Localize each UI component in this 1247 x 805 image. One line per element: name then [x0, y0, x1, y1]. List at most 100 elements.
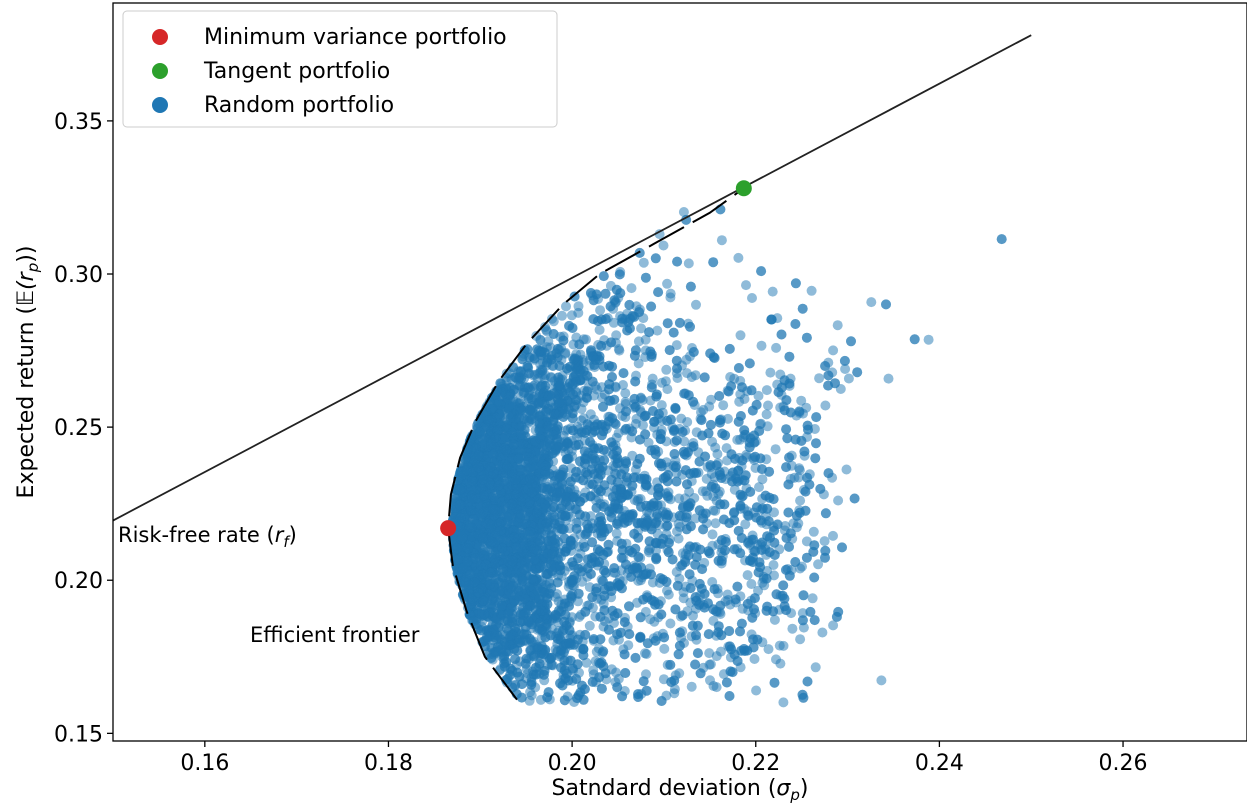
random-portfolio-point [672, 256, 683, 267]
random-portfolio-point [828, 345, 839, 356]
random-portfolio-point [746, 579, 757, 589]
random-portfolio-point [620, 399, 631, 409]
random-portfolio-point [763, 400, 773, 411]
random-portfolio-point [778, 640, 789, 651]
random-portfolio-point [840, 364, 851, 374]
random-portfolio-point [832, 320, 843, 331]
random-portfolio-point [784, 351, 795, 362]
random-portfolio-point [710, 518, 721, 529]
random-portfolio-point [655, 434, 666, 444]
random-portfolio-point [627, 450, 638, 461]
random-portfolio-point [801, 552, 812, 563]
random-portfolio-point [585, 569, 596, 579]
random-portfolio-point [682, 479, 692, 490]
random-portfolio-point [756, 340, 767, 351]
random-portfolio-point [713, 555, 724, 566]
random-portfolio-point [595, 611, 606, 622]
random-portfolio-point [883, 373, 894, 384]
random-portfolio-point [640, 334, 651, 345]
random-portfolio-point [716, 235, 727, 246]
random-portfolio-point [708, 505, 719, 516]
random-portfolio-point [692, 648, 703, 659]
random-portfolio-point [849, 493, 860, 504]
random-portfolio-point [665, 659, 676, 670]
random-portfolio-point [654, 229, 665, 240]
random-portfolio-point [791, 522, 802, 533]
random-portfolio-point [714, 391, 725, 401]
random-portfolio-point [828, 620, 839, 631]
random-portfolio-point [656, 696, 667, 706]
random-portfolio-point [588, 634, 599, 645]
random-portfolio-point [771, 342, 782, 353]
random-portfolio-point [618, 380, 628, 390]
random-portfolio-point [795, 634, 806, 645]
random-portfolio-point [747, 293, 757, 303]
random-portfolio-point [787, 623, 798, 634]
random-portfolio-point [681, 524, 692, 535]
random-portfolio-point [595, 305, 606, 316]
random-portfolio-point [644, 327, 655, 338]
random-portfolio-point [656, 425, 667, 436]
random-portfolio-point [810, 662, 821, 673]
random-portfolio-point [684, 486, 695, 497]
random-portfolio-point [798, 622, 809, 633]
random-portfolio-point [813, 559, 824, 570]
random-portfolio-point [582, 386, 593, 397]
random-portfolio-point [702, 490, 713, 501]
random-portfolio-point [608, 317, 619, 328]
random-portfolio-point [584, 620, 595, 631]
random-portfolio-point [653, 287, 664, 298]
random-portfolio-point [535, 335, 546, 345]
random-portfolio-point [598, 646, 609, 657]
random-portfolio-point [606, 337, 617, 348]
random-portfolio-point [573, 307, 584, 318]
random-portfolio-point [671, 435, 682, 446]
random-portfolio-point [662, 278, 673, 289]
random-portfolio-point [808, 526, 819, 537]
random-portfolio-point [665, 618, 676, 629]
random-portfolio-point [757, 537, 768, 548]
random-portfolio-point [866, 297, 877, 308]
random-portfolio-point [789, 472, 800, 483]
random-portfolio-point [630, 401, 641, 412]
random-portfolio-point [660, 376, 671, 387]
random-portfolio-point [704, 648, 715, 659]
random-portfolio-point [797, 608, 808, 619]
random-portfolio-point [737, 455, 748, 466]
random-portfolio-point [658, 240, 669, 251]
random-portfolio-point [705, 675, 715, 686]
random-portfolio-point [823, 370, 834, 381]
random-portfolio-point [672, 363, 682, 374]
random-portfolio-point [794, 465, 805, 476]
random-portfolio-point [673, 649, 684, 660]
random-portfolio-point [740, 519, 751, 530]
random-portfolio-point [574, 339, 585, 350]
random-portfolio-point [803, 424, 813, 435]
random-portfolio-point [814, 373, 825, 384]
random-portfolio-point [741, 280, 751, 291]
random-portfolio-point [638, 257, 649, 268]
random-portfolio-point [711, 651, 722, 662]
random-portfolio-point [754, 482, 764, 493]
random-portfolio-point [543, 336, 554, 347]
random-portfolio-point [537, 365, 548, 376]
random-portfolio-point [686, 372, 697, 382]
random-portfolio-point [709, 584, 720, 595]
random-portfolio-point [613, 344, 624, 355]
random-portfolio-point [677, 427, 688, 437]
random-portfolio-point [876, 675, 887, 686]
random-portfolio-point [661, 364, 672, 375]
random-portfolio-point [669, 688, 680, 699]
random-portfolio-point [617, 691, 628, 702]
random-portfolio-point [650, 635, 661, 646]
random-portfolio-point [672, 373, 683, 383]
random-portfolio-point [688, 610, 698, 621]
random-portfolio-point [768, 560, 779, 570]
random-portfolio-point [806, 285, 817, 296]
random-portfolio-point [751, 685, 762, 696]
random-portfolio-point [643, 437, 654, 448]
random-portfolio-point [646, 301, 657, 312]
random-portfolio-point [544, 578, 555, 589]
random-portfolio-point [718, 400, 729, 411]
random-portfolio-point [620, 388, 631, 399]
